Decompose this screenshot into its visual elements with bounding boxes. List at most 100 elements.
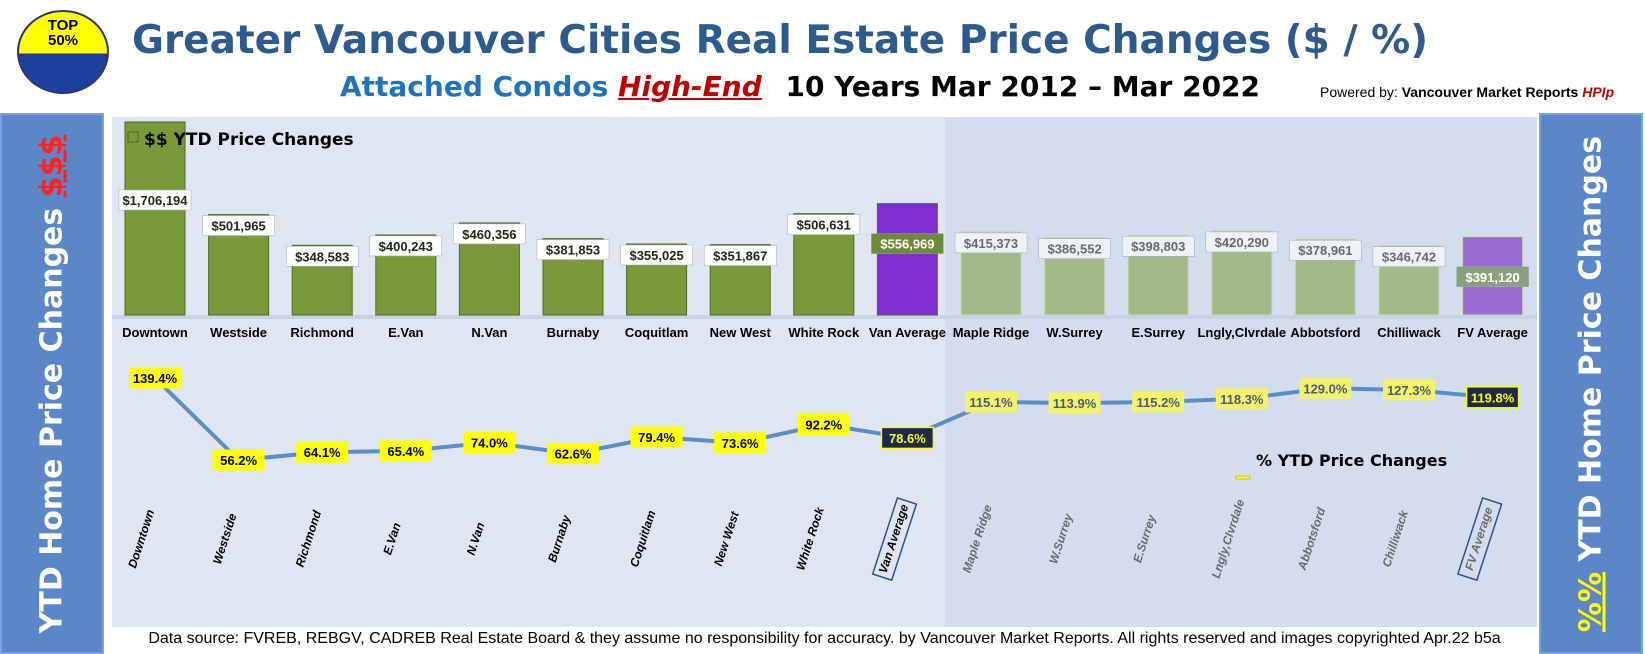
bar-value-label-4: $460,356 — [462, 227, 516, 242]
percent-label-box-7 — [714, 432, 767, 454]
bar-value-label-11: $386,552 — [1047, 242, 1101, 257]
bar-label-box-16 — [1456, 266, 1529, 288]
percent-label-box-14 — [1299, 377, 1352, 399]
percent-label-box-16 — [1465, 386, 1520, 409]
bar-value-label-7: $351,867 — [713, 249, 767, 264]
line-legend-swatch — [1235, 475, 1251, 480]
data-source-footer: Data source: FVREB, REBGV, CADREB Real E… — [148, 630, 1501, 647]
percent-label-box-4 — [463, 431, 516, 453]
percent-value-label-14: 129.0% — [1303, 381, 1348, 396]
bar-label-box-5 — [536, 239, 610, 260]
bar-value-label-6: $355,025 — [629, 248, 683, 263]
rotated-category-label-5: Burnaby — [545, 512, 574, 564]
rotated-category-label-11: W.Surrey — [1046, 511, 1076, 566]
percent-label-box-5 — [547, 443, 599, 465]
left-sidebar: YTD Home Price Changes $$$ — [0, 113, 104, 654]
percent-label-box-10 — [965, 391, 1017, 413]
bar-value-label-5: $381,853 — [546, 243, 600, 258]
percent-label-box-0 — [129, 367, 181, 389]
percent-value-label-15: 127.3% — [1387, 383, 1432, 398]
percent-value-label-4: 74.0% — [471, 435, 508, 450]
percent-value-label-8: 92.2% — [805, 418, 842, 433]
bar-category-label-7: New West — [710, 325, 772, 340]
rotated-category-label-8: White Rock — [793, 504, 827, 572]
bar-category-label-11: W.Surrey — [1046, 325, 1103, 340]
bar-label-box-7 — [703, 245, 777, 266]
bar-category-label-10: Maple Ridge — [953, 325, 1030, 340]
bar-value-label-2: $348,583 — [295, 249, 349, 264]
rotated-category-label-3: E.Van — [380, 521, 403, 557]
bar-label-box-13 — [1205, 231, 1279, 253]
percent-label-box-8 — [797, 414, 850, 436]
percent-value-label-11: 113.9% — [1053, 396, 1097, 411]
bar-label-box-4 — [453, 223, 526, 245]
bar-category-label-14: Abbotsford — [1290, 325, 1360, 340]
bar-value-label-8: $506,631 — [797, 218, 851, 233]
bar-label-box-3 — [369, 235, 443, 257]
bar-value-label-16: $391,120 — [1465, 270, 1519, 285]
bar-label-box-15 — [1372, 246, 1446, 267]
bar-label-box-0 — [118, 189, 192, 211]
bar-0 — [124, 121, 186, 316]
bar-legend-label: $$ YTD Price Changes — [144, 130, 354, 150]
percent-value-label-6: 79.4% — [638, 430, 675, 445]
percent-value-label-1: 56.2% — [220, 453, 257, 468]
bar-value-label-0: $1,706,194 — [122, 193, 188, 208]
percent-label-box-6 — [630, 426, 683, 448]
bar-label-box-2 — [285, 246, 359, 267]
page-subtitle: Attached Condos High-End 10 Years Mar 20… — [300, 70, 1300, 103]
average-label-frame-16 — [1456, 496, 1503, 582]
bar-category-label-16: FV Average — [1457, 325, 1528, 340]
rotated-category-label-4: N.Van — [464, 521, 488, 557]
top-50-badge: TOP 50% — [17, 10, 109, 94]
bar-value-label-9: $556,969 — [880, 237, 934, 252]
bar-category-label-3: E.Van — [388, 325, 423, 340]
bar-category-label-9: Van Average — [869, 325, 946, 340]
bar-label-box-10 — [954, 232, 1028, 254]
line-legend-label: % YTD Price Changes — [1256, 451, 1447, 470]
fraser-valley-panel — [945, 117, 1537, 627]
average-label-frame-9 — [871, 496, 918, 582]
percent-value-label-13: 118.3% — [1220, 392, 1264, 407]
bar-baseline — [112, 315, 1537, 319]
percent-value-label-16: 119.8% — [1471, 390, 1515, 405]
rotated-category-label-14: Abbotsford — [1295, 505, 1329, 572]
bar-category-label-4: N.Van — [471, 325, 507, 340]
bar-value-label-10: $415,373 — [964, 236, 1018, 251]
rotated-category-label-10: Maple Ridge — [960, 503, 995, 575]
rotated-category-label-15: Chilliwack — [1379, 507, 1411, 568]
percent-value-label-12: 115.2% — [1137, 395, 1181, 410]
badge-line-1: TOP — [47, 17, 79, 34]
powered-by: Powered by: Vancouver Market Reports HPI… — [1320, 84, 1614, 100]
bar-label-box-14 — [1289, 239, 1362, 261]
bar-category-label-13: Lngly,Clvrdale — [1197, 325, 1286, 340]
rotated-category-label-12: E.Surrey — [1130, 512, 1159, 565]
bar-label-box-11 — [1038, 238, 1111, 259]
percent-label-box-15 — [1383, 379, 1435, 401]
page-title: Greater Vancouver Cities Real Estate Pri… — [131, 18, 1429, 63]
subtitle-attached: Attached Condos — [339, 70, 609, 103]
right-sidebar: %% YTD Home Price Changes — [1539, 113, 1643, 654]
bar-category-label-2: Richmond — [290, 325, 354, 340]
bar-category-label-1: Westside — [210, 325, 267, 340]
percent-value-label-7: 73.6% — [722, 436, 759, 451]
powered-prefix: Powered by: — [1320, 84, 1398, 100]
bar-label-box-12 — [1121, 235, 1195, 257]
bar-category-label-0: Downtown — [122, 325, 188, 340]
bar-value-label-15: $346,742 — [1382, 250, 1436, 265]
bar-label-box-8 — [787, 214, 861, 235]
percent-value-label-0: 139.4% — [133, 371, 178, 386]
bar-9 — [876, 203, 938, 316]
bar-category-label-5: Burnaby — [547, 325, 601, 340]
bar-value-label-12: $398,803 — [1131, 239, 1185, 254]
subtitle-period: 10 Years Mar 2012 – Mar 2022 — [785, 70, 1261, 103]
bar-category-label-15: Chilliwack — [1377, 325, 1441, 340]
rotated-category-label-7: New West — [711, 509, 742, 568]
percent-label-box-3 — [379, 440, 432, 462]
bar-category-label-6: Coquitlam — [625, 325, 689, 340]
rotated-category-label-0: Downtown — [125, 508, 157, 570]
bar-label-box-6 — [620, 244, 693, 266]
percent-label-box-12 — [1132, 391, 1185, 413]
bar-category-label-8: White Rock — [788, 325, 860, 340]
